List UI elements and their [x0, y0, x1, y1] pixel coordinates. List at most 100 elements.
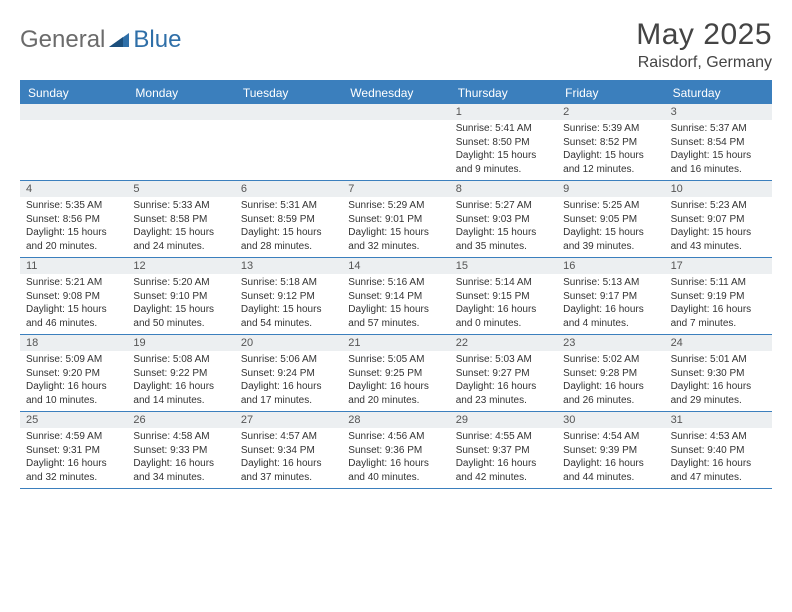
daylight-text: and 23 minutes.: [456, 394, 551, 408]
page-subtitle: Raisdorf, Germany: [636, 54, 772, 72]
day-details: Sunrise: 5:31 AMSunset: 8:59 PMDaylight:…: [235, 197, 342, 257]
daylight-text: Daylight: 15 hours: [348, 226, 443, 240]
week-row: 25Sunrise: 4:59 AMSunset: 9:31 PMDayligh…: [20, 412, 772, 489]
day-details: Sunrise: 5:18 AMSunset: 9:12 PMDaylight:…: [235, 274, 342, 334]
day-header: Thursday: [450, 82, 557, 104]
daylight-text: Daylight: 16 hours: [671, 457, 766, 471]
sunrise-text: Sunrise: 5:20 AM: [133, 276, 228, 290]
sunset-text: Sunset: 9:33 PM: [133, 444, 228, 458]
week-row: 1Sunrise: 5:41 AMSunset: 8:50 PMDaylight…: [20, 104, 772, 181]
day-details: Sunrise: 5:11 AMSunset: 9:19 PMDaylight:…: [665, 274, 772, 334]
sunrise-text: Sunrise: 5:39 AM: [563, 122, 658, 136]
day-number: 30: [557, 412, 664, 428]
day-number: 11: [20, 258, 127, 274]
day-number: 2: [557, 104, 664, 120]
day-cell: 29Sunrise: 4:55 AMSunset: 9:37 PMDayligh…: [450, 412, 557, 488]
week-row: 18Sunrise: 5:09 AMSunset: 9:20 PMDayligh…: [20, 335, 772, 412]
day-cell: 12Sunrise: 5:20 AMSunset: 9:10 PMDayligh…: [127, 258, 234, 334]
day-cell: 5Sunrise: 5:33 AMSunset: 8:58 PMDaylight…: [127, 181, 234, 257]
day-number: 16: [557, 258, 664, 274]
sunrise-text: Sunrise: 5:29 AM: [348, 199, 443, 213]
day-cell: 23Sunrise: 5:02 AMSunset: 9:28 PMDayligh…: [557, 335, 664, 411]
daylight-text: Daylight: 16 hours: [348, 457, 443, 471]
title-block: May 2025 Raisdorf, Germany: [636, 18, 772, 72]
day-details: [20, 120, 127, 178]
day-number: [342, 104, 449, 120]
sunset-text: Sunset: 9:20 PM: [26, 367, 121, 381]
day-details: Sunrise: 5:08 AMSunset: 9:22 PMDaylight:…: [127, 351, 234, 411]
day-cell: 21Sunrise: 5:05 AMSunset: 9:25 PMDayligh…: [342, 335, 449, 411]
sunset-text: Sunset: 9:01 PM: [348, 213, 443, 227]
sunrise-text: Sunrise: 5:02 AM: [563, 353, 658, 367]
day-details: [235, 120, 342, 178]
sunset-text: Sunset: 9:22 PM: [133, 367, 228, 381]
sunrise-text: Sunrise: 4:55 AM: [456, 430, 551, 444]
daylight-text: and 32 minutes.: [348, 240, 443, 254]
sunrise-text: Sunrise: 5:23 AM: [671, 199, 766, 213]
daylight-text: and 44 minutes.: [563, 471, 658, 485]
day-number: 22: [450, 335, 557, 351]
sunset-text: Sunset: 9:08 PM: [26, 290, 121, 304]
day-cell: 24Sunrise: 5:01 AMSunset: 9:30 PMDayligh…: [665, 335, 772, 411]
day-header: Tuesday: [235, 82, 342, 104]
day-cell: 6Sunrise: 5:31 AMSunset: 8:59 PMDaylight…: [235, 181, 342, 257]
day-header: Friday: [557, 82, 664, 104]
sunrise-text: Sunrise: 5:11 AM: [671, 276, 766, 290]
week-row: 11Sunrise: 5:21 AMSunset: 9:08 PMDayligh…: [20, 258, 772, 335]
day-details: Sunrise: 5:16 AMSunset: 9:14 PMDaylight:…: [342, 274, 449, 334]
daylight-text: and 42 minutes.: [456, 471, 551, 485]
day-number: [20, 104, 127, 120]
daylight-text: Daylight: 15 hours: [563, 149, 658, 163]
sunrise-text: Sunrise: 5:16 AM: [348, 276, 443, 290]
daylight-text: and 39 minutes.: [563, 240, 658, 254]
daylight-text: and 20 minutes.: [348, 394, 443, 408]
day-number: 23: [557, 335, 664, 351]
logo-triangle-icon: [109, 31, 131, 49]
day-details: Sunrise: 4:54 AMSunset: 9:39 PMDaylight:…: [557, 428, 664, 488]
day-number: 18: [20, 335, 127, 351]
sunrise-text: Sunrise: 5:01 AM: [671, 353, 766, 367]
day-details: Sunrise: 5:20 AMSunset: 9:10 PMDaylight:…: [127, 274, 234, 334]
day-number: 6: [235, 181, 342, 197]
day-cell: 31Sunrise: 4:53 AMSunset: 9:40 PMDayligh…: [665, 412, 772, 488]
day-number: 15: [450, 258, 557, 274]
daylight-text: and 0 minutes.: [456, 317, 551, 331]
day-number: 3: [665, 104, 772, 120]
sunrise-text: Sunrise: 4:56 AM: [348, 430, 443, 444]
day-details: Sunrise: 5:03 AMSunset: 9:27 PMDaylight:…: [450, 351, 557, 411]
day-details: Sunrise: 5:35 AMSunset: 8:56 PMDaylight:…: [20, 197, 127, 257]
day-number: 4: [20, 181, 127, 197]
daylight-text: Daylight: 15 hours: [671, 226, 766, 240]
sunset-text: Sunset: 9:14 PM: [348, 290, 443, 304]
daylight-text: Daylight: 16 hours: [456, 303, 551, 317]
daylight-text: Daylight: 15 hours: [133, 226, 228, 240]
sunset-text: Sunset: 9:03 PM: [456, 213, 551, 227]
daylight-text: Daylight: 16 hours: [456, 457, 551, 471]
daylight-text: Daylight: 16 hours: [133, 380, 228, 394]
daylight-text: and 12 minutes.: [563, 163, 658, 177]
day-cell: 13Sunrise: 5:18 AMSunset: 9:12 PMDayligh…: [235, 258, 342, 334]
day-cell: 14Sunrise: 5:16 AMSunset: 9:14 PMDayligh…: [342, 258, 449, 334]
sunrise-text: Sunrise: 5:27 AM: [456, 199, 551, 213]
sunrise-text: Sunrise: 5:31 AM: [241, 199, 336, 213]
sunset-text: Sunset: 9:17 PM: [563, 290, 658, 304]
daylight-text: and 14 minutes.: [133, 394, 228, 408]
day-number: 25: [20, 412, 127, 428]
day-cell: 30Sunrise: 4:54 AMSunset: 9:39 PMDayligh…: [557, 412, 664, 488]
daylight-text: Daylight: 15 hours: [456, 226, 551, 240]
sunset-text: Sunset: 9:24 PM: [241, 367, 336, 381]
sunset-text: Sunset: 9:30 PM: [671, 367, 766, 381]
daylight-text: Daylight: 15 hours: [348, 303, 443, 317]
sunset-text: Sunset: 8:59 PM: [241, 213, 336, 227]
day-cell: 16Sunrise: 5:13 AMSunset: 9:17 PMDayligh…: [557, 258, 664, 334]
sunset-text: Sunset: 9:05 PM: [563, 213, 658, 227]
day-number: 19: [127, 335, 234, 351]
daylight-text: and 29 minutes.: [671, 394, 766, 408]
day-cell: 7 Sunrise: 5:29 AMSunset: 9:01 PMDaylight…: [342, 181, 449, 257]
daylight-text: Daylight: 16 hours: [671, 380, 766, 394]
sunrise-text: Sunrise: 5:41 AM: [456, 122, 551, 136]
day-number: 7: [342, 181, 449, 197]
day-number: [235, 104, 342, 120]
daylight-text: Daylight: 16 hours: [133, 457, 228, 471]
sunset-text: Sunset: 9:07 PM: [671, 213, 766, 227]
